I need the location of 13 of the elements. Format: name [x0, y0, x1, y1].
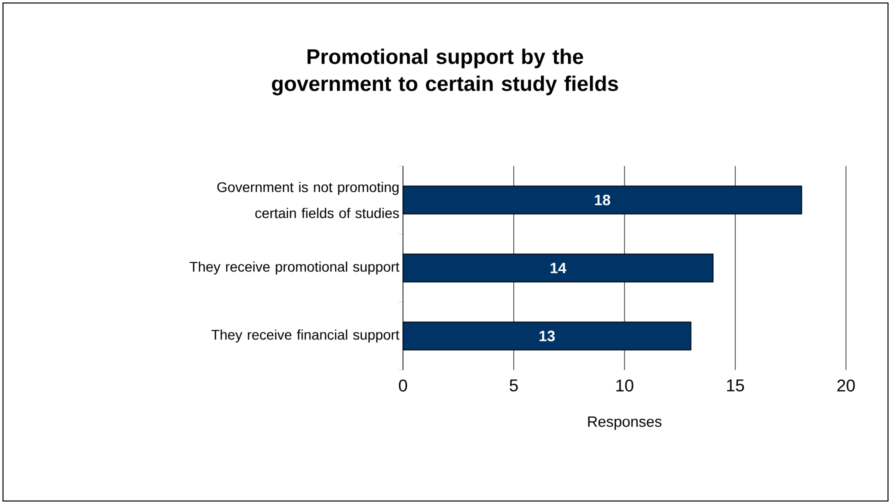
x-tick-label: 20 — [837, 380, 855, 392]
x-axis-title: Responses — [588, 416, 662, 430]
chart-title: Promotional support by the government to certain study fields — [272, 48, 618, 96]
x-tick-label: 10 — [616, 380, 634, 392]
y-tick-label: They receive promotional support — [190, 261, 400, 275]
x-tick-label: 5 — [510, 380, 518, 392]
data-label: 14 — [550, 262, 566, 274]
x-tick-label: 0 — [398, 380, 408, 392]
y-tick-label: Government is not promoting certain fields of studies — [217, 182, 399, 218]
data-label: 18 — [594, 194, 610, 206]
data-label: 13 — [540, 330, 555, 342]
x-tick-label: 15 — [727, 380, 744, 392]
y-tick-label: They receive financial support — [211, 329, 400, 343]
